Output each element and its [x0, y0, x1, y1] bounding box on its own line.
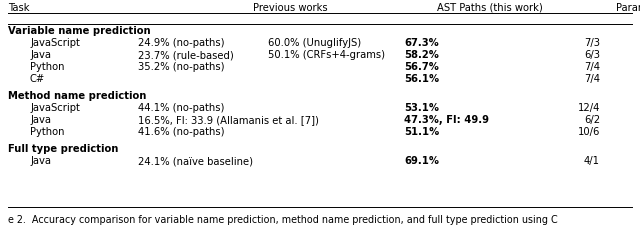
Text: 12/4: 12/4	[578, 103, 600, 113]
Text: 44.1% (no-paths): 44.1% (no-paths)	[138, 103, 225, 113]
Text: 4/1: 4/1	[584, 156, 600, 166]
Text: 56.7%: 56.7%	[404, 62, 439, 72]
Text: Previous works: Previous works	[253, 3, 327, 13]
Text: 7/3: 7/3	[584, 38, 600, 48]
Text: Python: Python	[30, 127, 65, 137]
Text: 56.1%: 56.1%	[404, 74, 439, 84]
Text: 35.2% (no-paths): 35.2% (no-paths)	[138, 62, 225, 72]
Text: 10/6: 10/6	[578, 127, 600, 137]
Text: 23.7% (rule-based): 23.7% (rule-based)	[138, 50, 234, 60]
Text: 6/3: 6/3	[584, 50, 600, 60]
Text: 6/2: 6/2	[584, 115, 600, 125]
Text: Java: Java	[30, 156, 51, 166]
Text: Task: Task	[8, 3, 29, 13]
Text: Variable name prediction: Variable name prediction	[8, 26, 150, 36]
Text: 51.1%: 51.1%	[404, 127, 439, 137]
Text: 24.9% (no-paths): 24.9% (no-paths)	[138, 38, 225, 48]
Text: Params (length/width): Params (length/width)	[616, 3, 640, 13]
Text: 60.0% (UnuglifyJS): 60.0% (UnuglifyJS)	[268, 38, 361, 48]
Text: 7/4: 7/4	[584, 74, 600, 84]
Text: 69.1%: 69.1%	[404, 156, 439, 166]
Text: C#: C#	[30, 74, 45, 84]
Text: 7/4: 7/4	[584, 62, 600, 72]
Text: Java: Java	[30, 50, 51, 60]
Text: 58.2%: 58.2%	[404, 50, 439, 60]
Text: JavaScript: JavaScript	[30, 103, 80, 113]
Text: 53.1%: 53.1%	[404, 103, 439, 113]
Text: e 2.  Accuracy comparison for variable name prediction, method name prediction, : e 2. Accuracy comparison for variable na…	[8, 215, 557, 225]
Text: 67.3%: 67.3%	[404, 38, 439, 48]
Text: 24.1% (naïve baseline): 24.1% (naïve baseline)	[138, 156, 253, 166]
Text: JavaScript: JavaScript	[30, 38, 80, 48]
Text: 50.1% (CRFs+4-grams): 50.1% (CRFs+4-grams)	[268, 50, 385, 60]
Text: 47.3%, FI: 49.9: 47.3%, FI: 49.9	[404, 115, 489, 125]
Text: Method name prediction: Method name prediction	[8, 91, 147, 101]
Text: 41.6% (no-paths): 41.6% (no-paths)	[138, 127, 225, 137]
Text: Full type prediction: Full type prediction	[8, 144, 118, 154]
Text: 16.5%, FI: 33.9 (Allamanis et al. [7]): 16.5%, FI: 33.9 (Allamanis et al. [7])	[138, 115, 319, 125]
Text: AST Paths (this work): AST Paths (this work)	[437, 3, 543, 13]
Text: Python: Python	[30, 62, 65, 72]
Text: Java: Java	[30, 115, 51, 125]
